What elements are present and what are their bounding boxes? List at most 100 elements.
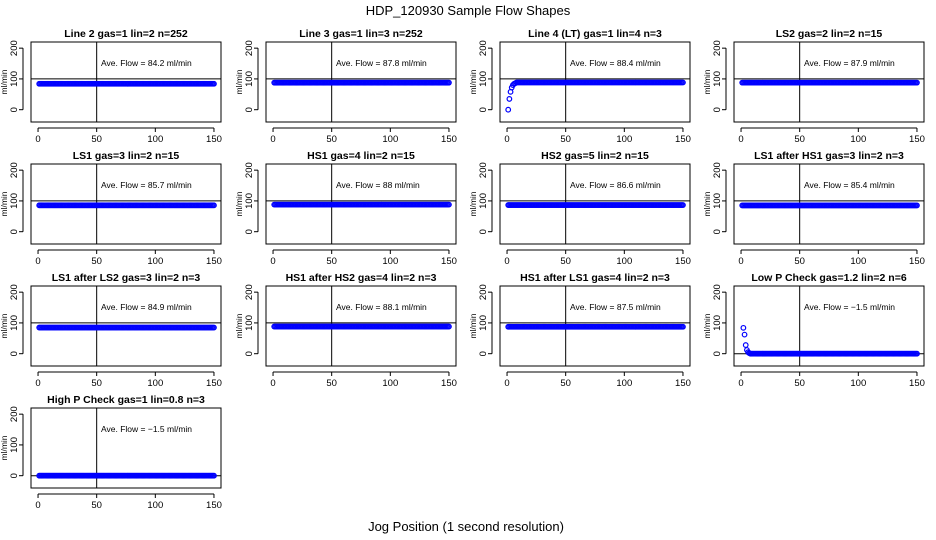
average-flow-annotation: Ave. Flow = −1.5 ml/min [101,424,192,434]
y-axis-label: ml/min [0,191,9,216]
x-tick-label: 150 [206,134,222,145]
x-tick-label: 0 [35,134,40,145]
x-tick-label: 150 [675,134,691,145]
plot-frame [733,285,925,367]
data-point [211,472,217,479]
y-tick-label: 100 [712,315,723,331]
x-tick-label: 50 [560,134,571,145]
data-point [505,106,512,113]
data-point [446,79,452,86]
chart-panel: HS1 gas=4 lin=2 n=15 0 100 200 ml/min 0 50 100 1… [234,150,457,267]
y-tick-label: 0 [478,229,489,234]
y-axis-label: ml/min [0,435,9,460]
chart-panel: High P Check gas=1 lin=0.8 n=3 0 100 200 ml/… [0,394,222,511]
chart-panel: Line 4 (LT) gas=1 lin=4 n=3 0 100 200 ml/min… [468,28,691,145]
panel-title: HS1 after HS2 gas=4 lin=2 n=3 [286,272,437,284]
y-tick-label: 100 [9,437,20,453]
y-axis-label: ml/min [234,69,244,94]
y-tick-label: 0 [478,107,489,112]
y-tick-label: 200 [478,40,489,56]
data-point [914,202,920,209]
y-tick-label: 200 [9,284,20,300]
x-tick-label: 0 [270,378,275,389]
y-tick-label: 100 [9,193,20,209]
x-tick-label: 100 [382,134,398,145]
average-flow-annotation: Ave. Flow = 87.5 ml/min [570,302,661,312]
panel-title: LS1 gas=3 lin=2 n=15 [73,150,180,162]
y-tick-label: 100 [712,71,723,87]
average-flow-annotation: Ave. Flow = 88 ml/min [336,180,420,190]
chart-panel: HS1 after LS1 gas=4 lin=2 n=3 0 100 200 ml/m… [468,272,691,389]
x-tick-label: 0 [738,256,743,267]
y-tick-label: 200 [9,406,20,422]
data-point [211,80,217,87]
x-tick-label: 100 [147,378,163,389]
x-tick-label: 0 [35,256,40,267]
x-tick-label: 50 [91,378,102,389]
plot-frame [30,163,222,245]
y-tick-label: 0 [9,229,20,234]
panel-title: Line 4 (LT) gas=1 lin=4 n=3 [528,28,662,40]
y-tick-label: 0 [712,229,723,234]
y-tick-label: 200 [9,40,20,56]
y-tick-label: 100 [244,315,255,331]
average-flow-annotation: Ave. Flow = 87.9 ml/min [804,58,895,68]
panel-title: Low P Check gas=1.2 lin=2 n=6 [751,272,906,284]
x-tick-label: 0 [738,134,743,145]
average-flow-annotation: Ave. Flow = 84.2 ml/min [101,58,192,68]
y-tick-label: 100 [478,71,489,87]
x-tick-label: 0 [270,256,275,267]
y-tick-label: 200 [9,162,20,178]
plot-frame [499,285,691,367]
x-tick-label: 100 [850,378,866,389]
average-flow-annotation: Ave. Flow = 85.4 ml/min [804,180,895,190]
plot-frame [30,407,222,489]
x-tick-label: 50 [794,378,805,389]
y-tick-label: 200 [244,40,255,56]
panel-title: LS1 after HS1 gas=3 lin=2 n=3 [754,150,904,162]
data-point [680,79,686,86]
data-point [742,342,749,348]
plot-frame [30,285,222,367]
data-point [446,201,452,208]
panel-title: HS2 gas=5 lin=2 n=15 [541,150,649,162]
x-tick-label: 150 [675,256,691,267]
average-flow-annotation: Ave. Flow = 88.4 ml/min [570,58,661,68]
x-tick-label: 150 [441,256,457,267]
panel-title: HS1 gas=4 lin=2 n=15 [307,150,415,162]
y-axis-label: ml/min [234,313,244,338]
data-point [506,96,513,102]
y-axis-label: ml/min [0,313,9,338]
plot-frame [265,285,457,367]
x-tick-label: 50 [326,378,337,389]
figure-title: HDP_120930 Sample Flow Shapes [366,3,571,18]
x-tick-label: 150 [206,256,222,267]
y-axis-label: ml/min [702,313,712,338]
x-tick-label: 0 [504,256,509,267]
chart-panel: LS2 gas=2 lin=2 n=15 0 100 200 ml/min 0 50 100 1… [702,28,925,145]
x-tick-label: 0 [35,378,40,389]
y-tick-label: 100 [478,315,489,331]
average-flow-annotation: Ave. Flow = −1.5 ml/min [804,302,895,312]
average-flow-annotation: Ave. Flow = 84.9 ml/min [101,302,192,312]
y-axis-label: ml/min [702,191,712,216]
chart-panel: Line 2 gas=1 lin=2 n=252 0 100 200 ml/min 0 50… [0,28,222,145]
average-flow-annotation: Ave. Flow = 86.6 ml/min [570,180,661,190]
x-tick-label: 150 [206,500,222,511]
y-tick-label: 100 [478,193,489,209]
x-tick-label: 100 [850,256,866,267]
y-axis-label: ml/min [468,313,478,338]
y-axis-label: ml/min [468,69,478,94]
average-flow-annotation: Ave. Flow = 85.7 ml/min [101,180,192,190]
y-tick-label: 0 [712,107,723,112]
chart-panel: Low P Check gas=1.2 lin=2 n=6 0 100 200 ml/m… [702,272,925,389]
plot-frame [499,163,691,245]
y-tick-label: 0 [712,351,723,356]
x-tick-label: 150 [909,256,925,267]
y-tick-label: 200 [244,284,255,300]
y-axis-label: ml/min [234,191,244,216]
panel-title: Line 2 gas=1 lin=2 n=252 [64,28,188,40]
x-tick-label: 50 [794,134,805,145]
panel-title: LS1 after LS2 gas=3 lin=2 n=3 [52,272,201,284]
y-tick-label: 100 [244,193,255,209]
